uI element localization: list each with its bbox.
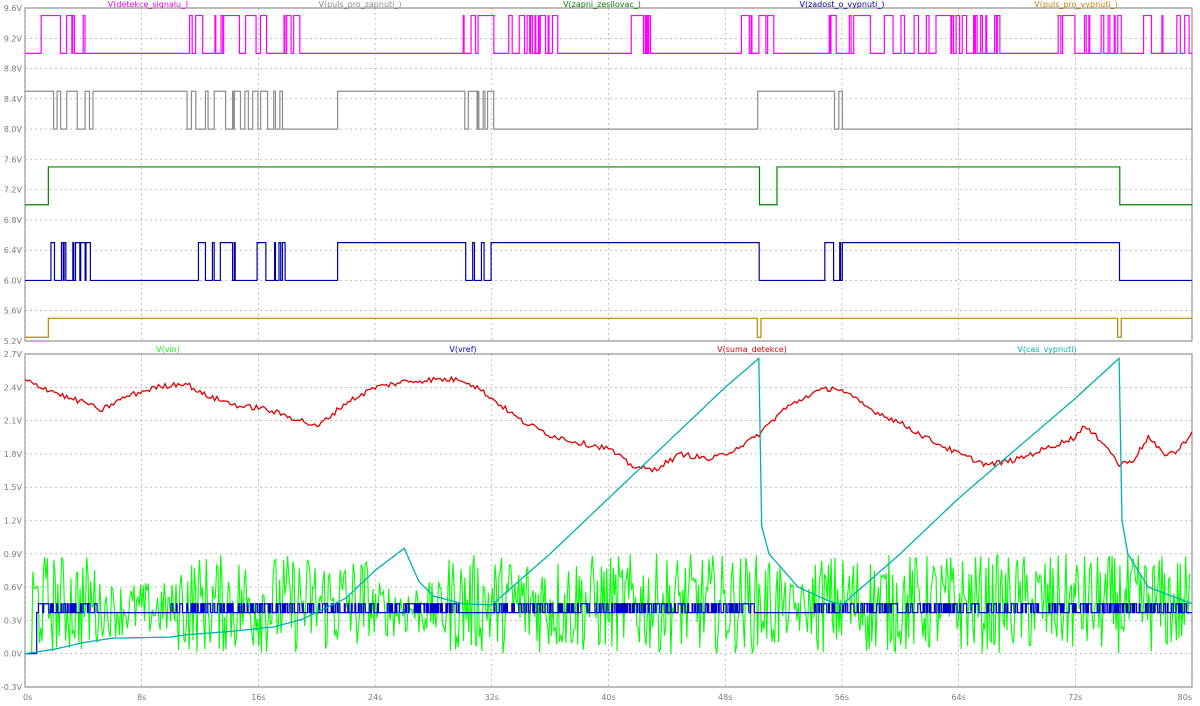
legend-entry: V(zadost_o_vypnuti_)	[799, 0, 884, 9]
series-line-v-puls-pro-zapnuti-	[25, 90, 1192, 130]
series-line-v-vref-	[25, 603, 1192, 655]
bottom-y-tick-label: 0.9V	[4, 550, 23, 559]
legend-entry: V(vref)	[449, 345, 476, 354]
legend-entry: V(zapni_zesilovac_)	[563, 0, 641, 9]
legend-entry: V(suma_detekce)	[717, 345, 787, 354]
x-tick-label: 32s	[485, 693, 499, 702]
series-line-v-suma-detekce-	[25, 375, 1192, 473]
top-y-tick-label: 7.2V	[4, 186, 23, 195]
top-y-tick-label: 8.4V	[4, 95, 23, 104]
bottom-y-tick-label: 1.2V	[4, 517, 23, 526]
x-tick-label: 80s	[1178, 693, 1192, 702]
series-line-v-detekce-signalu-	[25, 14, 1192, 55]
top-y-tick-label: 9.6V	[4, 4, 23, 13]
x-tick-label: 48s	[718, 693, 732, 702]
bottom-y-tick-label: -0.3V	[1, 683, 23, 692]
top-y-tick-label: 9.2V	[4, 34, 23, 43]
bottom-y-tick-label: 1.5V	[4, 483, 23, 492]
legend-entry: V(cas_vypnuti)	[1017, 345, 1076, 354]
x-tick-label: 0s	[23, 693, 32, 702]
series-line-v-zapni-zesilovac-	[25, 166, 1192, 206]
top-y-tick-label: 6.8V	[4, 216, 23, 225]
series-line-v-puls-pro-vypnuti-	[25, 317, 1192, 338]
series-line-vin	[25, 552, 1192, 655]
top-y-tick-label: 5.2V	[4, 337, 23, 346]
top-y-tick-label: 7.6V	[4, 155, 23, 164]
legend-entry: V(vin)	[156, 345, 180, 354]
top-y-tick-label: 6.0V	[4, 276, 23, 285]
bottom-y-tick-label: 0.3V	[4, 616, 23, 625]
x-tick-label: 72s	[1068, 693, 1082, 702]
legend-entry: V(detekce_signalu_)	[108, 0, 188, 9]
bottom-y-tick-label: 1.8V	[4, 450, 23, 459]
top-y-tick-label: 8.8V	[4, 65, 23, 74]
legend-entry: V(puls_pro_vypnuti_)	[1034, 0, 1117, 9]
top-y-tick-label: 5.6V	[4, 307, 23, 316]
series-line-v-cas-vypnuti-	[25, 356, 1192, 655]
x-tick-label: 40s	[601, 693, 615, 702]
bottom-panel: 2.7V 2.4V 2.1V 1.8V 1.5V 1.2V 0.9V 0.6V 0.3V 0.0V…	[1, 345, 1193, 702]
top-y-tick-label: 8.0V	[4, 125, 23, 134]
bottom-y-tick-label: 0.6V	[4, 583, 23, 592]
bottom-y-tick-label: 0.0V	[4, 650, 23, 659]
x-tick-label: 24s	[368, 693, 382, 702]
x-tick-label: 64s	[951, 693, 965, 702]
top-y-tick-label: 6.4V	[4, 246, 23, 255]
bottom-y-tick-label: 2.1V	[4, 417, 23, 426]
x-tick-label: 16s	[251, 693, 265, 702]
x-tick-label: 8s	[137, 693, 146, 702]
bottom-y-tick-label: 2.4V	[4, 383, 23, 392]
top-panel: 9.6V 9.2V 8.8V 8.4V 8.0V 7.6V 7.2V 6.8V 6.4V 6.0V…	[4, 0, 1193, 346]
legend-entry: V(puls_pro_zapnuti_)	[318, 0, 401, 9]
x-tick-label: 56s	[835, 693, 849, 702]
series-line-v-zadost-o-vypnuti-	[25, 242, 1192, 282]
bottom-y-tick-label: 2.7V	[4, 350, 23, 359]
